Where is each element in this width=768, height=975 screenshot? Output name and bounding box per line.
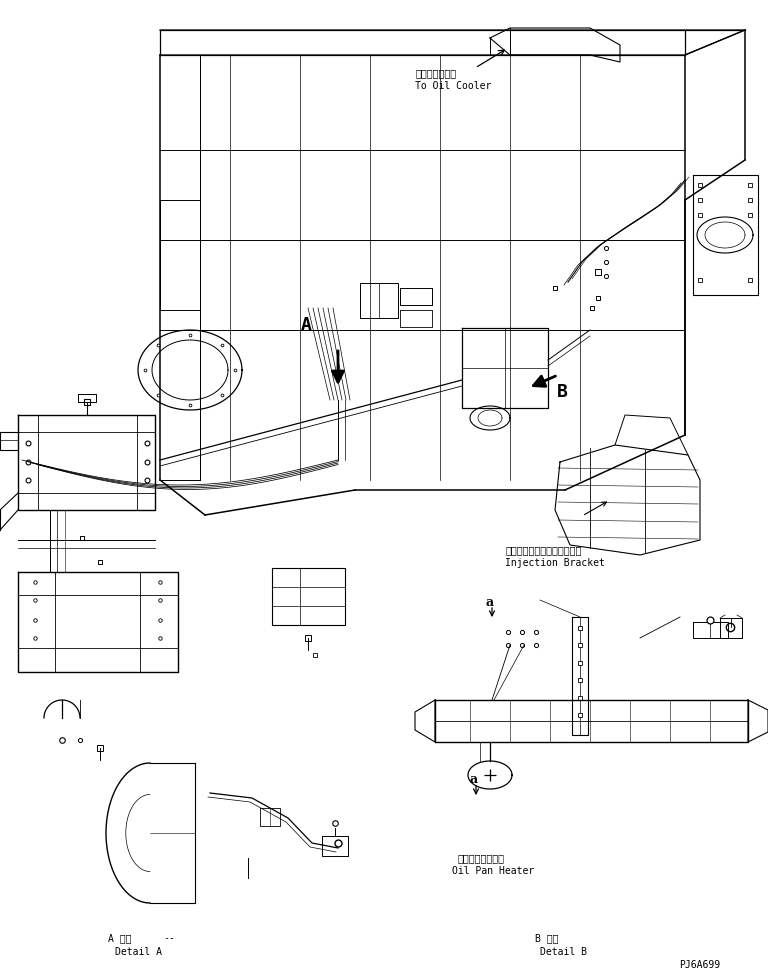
- Text: A: A: [300, 316, 312, 334]
- Text: a: a: [486, 596, 494, 609]
- Text: Detail A: Detail A: [115, 947, 162, 957]
- Text: A 詳細: A 詳細: [108, 933, 131, 943]
- Text: Injection Bracket: Injection Bracket: [505, 558, 605, 568]
- Text: PJ6A699: PJ6A699: [680, 960, 720, 970]
- Text: Detail B: Detail B: [540, 947, 587, 957]
- Text: インジェクションブラケット: インジェクションブラケット: [505, 545, 581, 555]
- Text: B: B: [557, 383, 568, 401]
- Text: オイルクーラヘ: オイルクーラヘ: [415, 68, 456, 78]
- Text: --: --: [163, 933, 175, 943]
- Text: To Oil Cooler: To Oil Cooler: [415, 81, 492, 91]
- Text: a: a: [470, 773, 478, 786]
- Text: オイルパンヒータ: オイルパンヒータ: [458, 853, 505, 863]
- Text: Oil Pan Heater: Oil Pan Heater: [452, 866, 535, 876]
- Text: B 詳細: B 詳細: [535, 933, 558, 943]
